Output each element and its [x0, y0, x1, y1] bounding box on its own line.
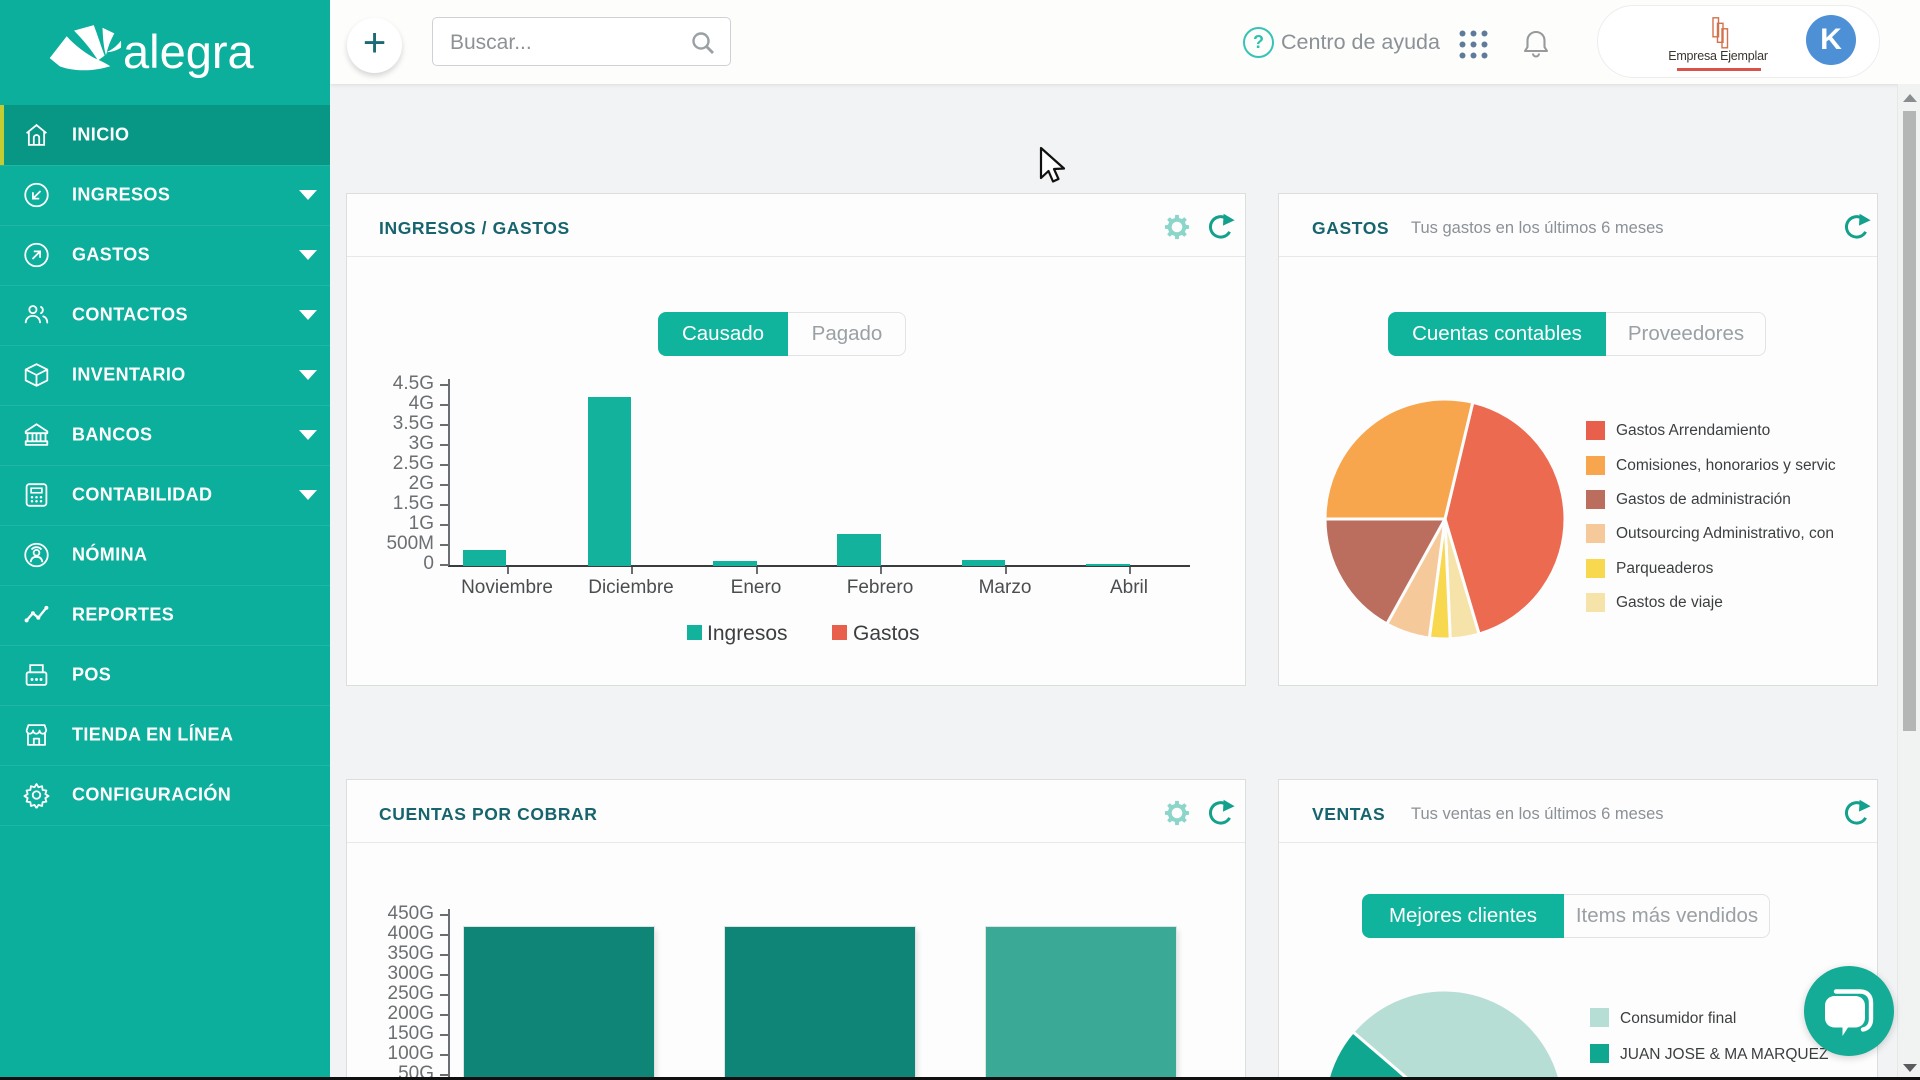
svg-text:alegra: alegra [123, 25, 255, 78]
